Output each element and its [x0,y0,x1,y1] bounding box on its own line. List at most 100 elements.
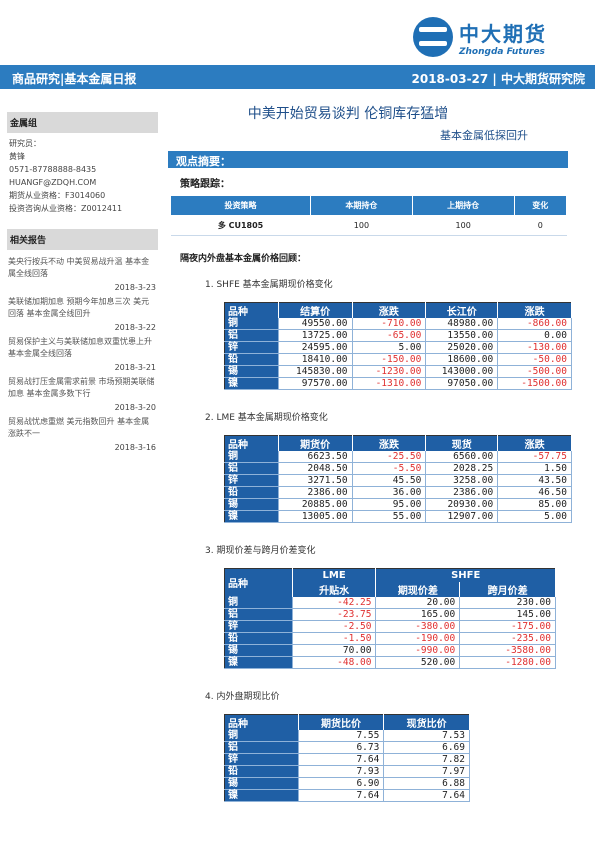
ratio-section-title: 4. 内外盘期现比价 [205,692,280,702]
table-row: 锡 6.90 6.88 [224,777,470,790]
table-row: 锡 70.00 -990.00 -3580.00 [224,644,556,657]
report-date-source: 2018-03-27 | 中大期货研究院 [411,72,586,86]
related-report-link[interactable]: 美央行按兵不动 中美贸易战升温 基本金属全线回落 [8,257,150,278]
spread-table: 品种 LME SHFE 升贴水 期现价差 跨月价差 铜 -42.25 20.00 23… [224,568,556,669]
metal-name-cell: 铝 [224,608,293,621]
table-header: 期现价差 [375,581,461,597]
table-row: 铝 13725.00 -65.00 13550.00 0.00 [224,329,572,342]
table-header: 跨月价差 [459,581,556,597]
value-cell: -235.00 [459,632,556,645]
position-table: 投资策略 本期持仓 上期持仓 变化 多 CU1805 100 100 0 [169,195,568,236]
table-header: 品种 [224,568,293,597]
logo-en: Zhongda Futures [459,46,545,57]
metal-name-cell: 锡 [224,644,293,657]
value-cell: 43.50 [497,474,572,487]
analyst-phone: 0571-87788888-8435 [9,165,97,174]
table-row: 铝 2048.50 -5.50 2028.25 1.50 [224,462,572,475]
value-cell: 3271.50 [278,474,353,487]
lme-section-title: 2. LME 基本金属期现价格变化 [205,413,328,423]
metal-name-cell: 镍 [224,510,279,523]
value-cell: -3580.00 [459,644,556,657]
metal-name-cell: 铅 [224,353,279,366]
value-cell: 97570.00 [278,377,353,390]
table-row: 镍 13005.00 55.00 12907.00 5.00 [224,510,572,523]
logo-cn: 中大期货 [459,21,547,46]
table-header: 升贴水 [292,581,377,597]
futures-license: 期货从业资格：F3014060 [9,191,106,200]
value-cell: -50.00 [497,353,572,366]
value-cell: 7.82 [383,753,470,766]
table-row: 锌 24595.00 5.00 25020.00 -130.00 [224,341,572,354]
logo-icon [413,17,453,57]
value-cell: 143000.00 [425,365,499,378]
analyst-email[interactable]: HUANGF@ZDQH.COM [9,178,97,187]
table-row: 铜 49550.00 -710.00 48980.00 -860.00 [224,318,572,330]
value-cell: 7.97 [383,765,470,778]
metal-name-cell: 锡 [224,777,299,790]
table-header: 变化 [513,195,568,216]
metal-name-cell: 铅 [224,632,293,645]
value-cell: -1.50 [292,632,377,645]
related-report-link[interactable]: 贸易战打压金属需求前景 市场预期美联储加息 基本金属多数下行 [8,377,155,398]
value-cell: 6623.50 [278,451,353,463]
value-cell: 0.00 [497,329,572,342]
table-header: LME [292,568,377,582]
related-report-date: 2018-3-22 [114,323,156,332]
value-cell: 7.55 [298,730,385,742]
value-cell: 145830.00 [278,365,353,378]
value-cell: 46.50 [497,486,572,499]
lme-price-table: 品种 期货价 涨跌 现货 涨跌 铜 6623.50 -25.50 6560.00 -57… [224,435,572,523]
value-cell: 520.00 [375,656,461,669]
value-cell: -710.00 [352,318,427,330]
value-cell: 145.00 [459,608,556,621]
value-cell: 6.88 [383,777,470,790]
ratio-table: 品种 期货比价 现货比价 铜 7.55 7.53 铝 6.73 6.69 锌 7.64 7.82… [224,714,470,802]
price-review-title: 隔夜内外盘基本金属价格回顾： [180,254,307,264]
table-header: 品种 [224,302,279,318]
table-row: 铝 -23.75 165.00 145.00 [224,608,556,621]
value-cell: -380.00 [375,620,461,633]
value-cell: 6.73 [298,741,385,754]
value-cell: 20930.00 [425,498,499,511]
current-position-cell: 100 [310,215,413,236]
table-row: 铅 -1.50 -190.00 -235.00 [224,632,556,645]
value-cell: -500.00 [497,365,572,378]
metal-name-cell: 铜 [224,730,299,742]
related-report-link[interactable]: 美联储加期加息 预期今年加息三次 美元回落 基本金属全线回升 [8,297,150,318]
previous-position-cell: 100 [412,215,515,236]
table-row: 铅 2386.00 36.00 2386.00 46.50 [224,486,572,499]
analyst-label: 研究员： [9,139,41,148]
value-cell: -48.00 [292,656,377,669]
value-cell: 24595.00 [278,341,353,354]
related-report-date: 2018-3-21 [114,363,156,372]
table-header: 涨跌 [497,302,572,318]
table-header: 现货 [425,435,499,451]
table-row: 镍 7.64 7.64 [224,789,470,802]
strategy-cell: 多 CU1805 [170,215,311,236]
value-cell: 18410.00 [278,353,353,366]
related-report-link[interactable]: 贸易战忧虑重燃 美元指数回升 基本金属涨跌不一 [8,417,150,438]
related-report-date: 2018-3-16 [114,443,156,452]
company-logo: 中大期货 Zhongda Futures [413,14,593,60]
related-reports-title: 相关报告 [7,229,158,250]
value-cell: 7.93 [298,765,385,778]
sidebar-group-title: 金属组 [7,112,158,133]
metal-name-cell: 镍 [224,789,299,802]
value-cell: 49550.00 [278,318,353,330]
value-cell: 3258.00 [425,474,499,487]
value-cell: 7.64 [383,789,470,802]
related-report-link[interactable]: 贸易保护主义与美联储加息双重忧患上升 基本金属全线回落 [8,337,152,358]
value-cell: -65.00 [352,329,427,342]
value-cell: -190.00 [375,632,461,645]
header-banner: 商品研究|基本金属日报 2018-03-27 | 中大期货研究院 [0,65,595,89]
table-header: 投资策略 [169,195,312,216]
value-cell: 1.50 [497,462,572,475]
metal-name-cell: 锌 [224,753,299,766]
value-cell: -1280.00 [459,656,556,669]
sidebar: 金属组 研究员： 黄锋 0571-87788888-8435 HUANGF@ZD… [7,112,158,454]
metal-name-cell: 镍 [224,656,293,669]
consult-license: 投资咨询从业资格：Z0012411 [9,204,123,213]
table-row: 锡 20885.00 95.00 20930.00 85.00 [224,498,572,511]
related-report-date: 2018-3-23 [114,283,156,292]
value-cell: 45.50 [352,474,427,487]
